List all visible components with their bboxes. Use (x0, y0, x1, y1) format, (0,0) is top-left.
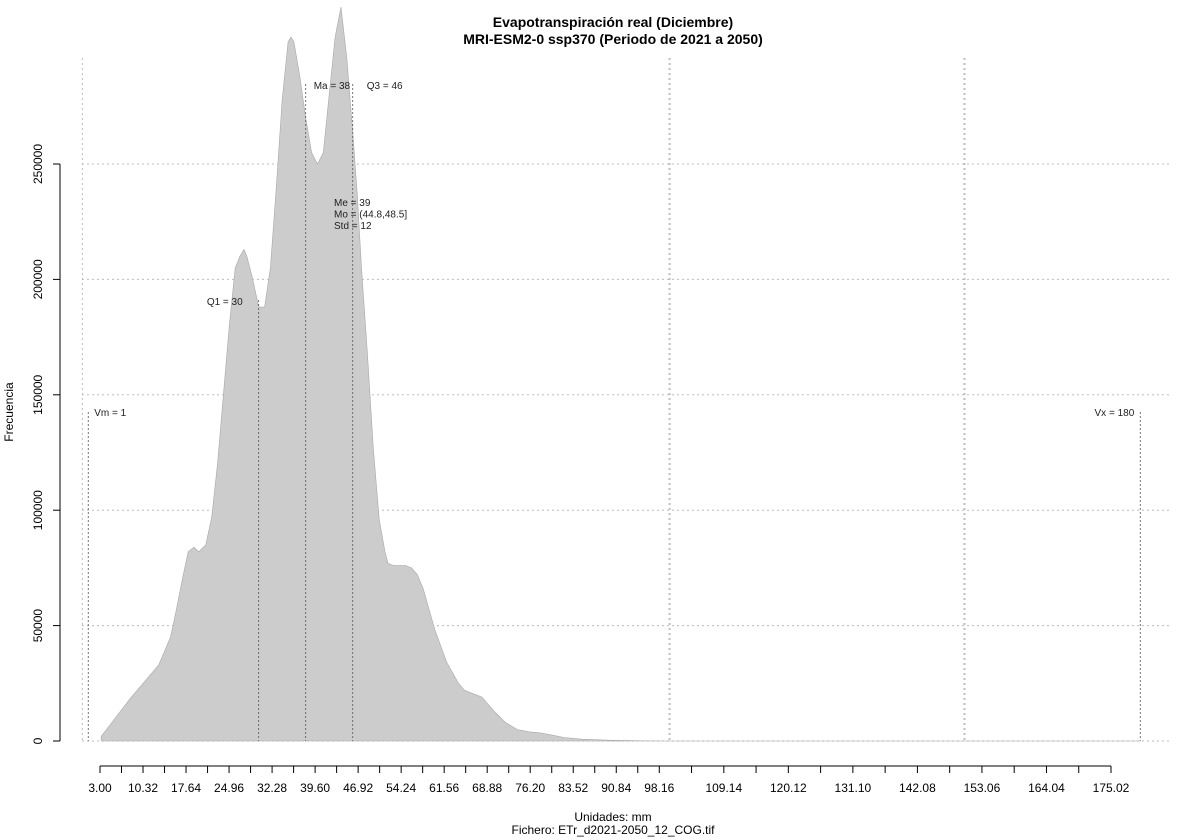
x-tick-label-8: 61.56 (429, 781, 459, 795)
vline-label-1: Q1 = 30 (207, 297, 243, 308)
vline-label-2: Ma = 38 (314, 81, 351, 92)
x-tick-label-14: 109.14 (705, 781, 742, 795)
x-tick-label-5: 39.60 (300, 781, 330, 795)
x-tick-label-1: 10.32 (128, 781, 158, 795)
y-tick-label-1: 50000 (31, 609, 45, 643)
stats-text-0: Me = 39 (334, 198, 371, 209)
vline-layer: Vm = 1 Q1 = 30 Ma = 38 Q3 = 46 Vx = 180 (87, 81, 1141, 741)
x-tick-label-17: 142.08 (899, 781, 936, 795)
y-tick-label-5: 250000 (31, 144, 45, 184)
y-axis-label: Frecuencia (2, 382, 16, 442)
x-tick-label-4: 32.28 (257, 781, 287, 795)
area-layer (100, 7, 1141, 742)
y-tick-label-2: 100000 (31, 490, 45, 530)
vline-label-4: Vx = 180 (1095, 408, 1135, 419)
chart-subtitle: MRI-ESM2-0 ssp370 (Periodo de 2021 a 205… (463, 31, 763, 47)
y-tick-label-0: 0 (31, 737, 45, 744)
x-tick-label-15: 120.12 (770, 781, 807, 795)
x-tick-label-10: 76.20 (515, 781, 545, 795)
x-tick-label-6: 46.92 (343, 781, 373, 795)
x-tick-label-9: 68.88 (472, 781, 502, 795)
x-axis-label: Unidades: mm (574, 810, 651, 824)
x-tick-label-13: 98.16 (644, 781, 674, 795)
axis-layer: 0 50000 100000 150000 200000 250000 3.00 10.32 1… (31, 144, 1130, 795)
x-tick-label-0: 3.00 (88, 781, 112, 795)
stats-text-1: Mo = (44.8,48.5] (334, 210, 407, 221)
y-tick-label-4: 200000 (31, 259, 45, 299)
x-tick-label-12: 90.84 (601, 781, 631, 795)
y-tick-label-3: 150000 (31, 374, 45, 414)
density-area-0 (100, 7, 1141, 742)
chart-title: Evapotranspiración real (Diciembre) (493, 14, 733, 30)
x-tick-label-3: 24.96 (214, 781, 244, 795)
x-tick-label-19: 164.04 (1028, 781, 1065, 795)
vline-label-0: Vm = 1 (94, 408, 126, 419)
x-tick-label-18: 153.06 (964, 781, 1001, 795)
file-caption: Fichero: ETr_d2021-2050_12_COG.tif (512, 823, 716, 837)
x-tick-label-11: 83.52 (558, 781, 588, 795)
x-tick-label-16: 131.10 (835, 781, 872, 795)
x-tick-label-7: 54.24 (386, 781, 416, 795)
vline-label-3: Q3 = 46 (367, 81, 403, 92)
x-tick-label-20: 175.02 (1093, 781, 1130, 795)
x-tick-label-2: 17.64 (171, 781, 201, 795)
stats-text-2: Std = 12 (334, 221, 372, 232)
